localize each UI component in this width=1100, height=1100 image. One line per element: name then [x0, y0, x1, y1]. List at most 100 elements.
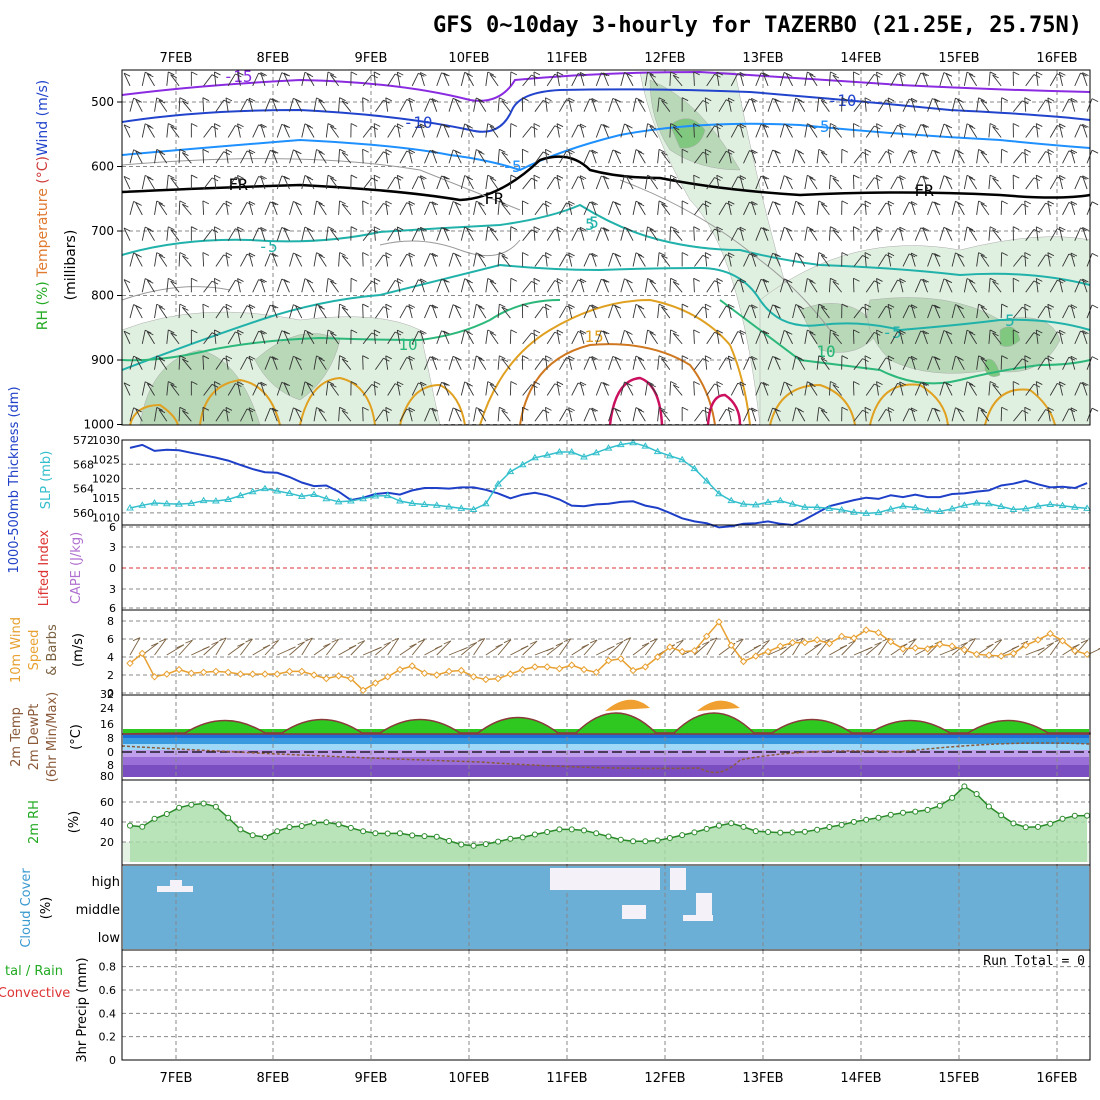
wind-barb-flag [693, 174, 700, 179]
wind-barb-flag [681, 148, 689, 153]
wind-barb-flag [1036, 71, 1043, 76]
wind-barb [252, 176, 260, 190]
wind-barb [318, 202, 327, 216]
wind-barb [1082, 278, 1088, 293]
rh2m-marker [1022, 824, 1029, 831]
rh2m-marker [875, 814, 882, 821]
temp2m-tick-label: 32 [100, 688, 114, 701]
wind-barb-flag [1059, 278, 1066, 283]
wind-barb [988, 278, 991, 293]
wind-barb [123, 330, 131, 345]
wind-barb-flag [899, 226, 906, 231]
wind-barb [559, 202, 567, 216]
wind-barb-flag [123, 124, 131, 129]
wind-barb [473, 304, 477, 319]
wind-barb-flag [476, 407, 483, 411]
wind-barb [248, 201, 254, 215]
wind-barb-flag [327, 71, 335, 76]
wind-barb-flag [420, 175, 427, 180]
wind-barb-flag [739, 123, 747, 128]
wind-barb [436, 124, 442, 138]
wind-barb [146, 280, 155, 293]
wind-barb [240, 408, 248, 422]
wind-barb-flag [658, 355, 666, 360]
wind-barb [591, 304, 597, 319]
wind10-marker [126, 659, 134, 668]
wind-barb [661, 100, 671, 112]
rh-shading [254, 333, 341, 401]
wind-barb [657, 200, 660, 215]
slp-marker [359, 494, 368, 502]
wind-barb [579, 123, 585, 138]
slp-marker [764, 498, 772, 505]
wind-barb [649, 280, 658, 293]
wind-barb [579, 175, 585, 190]
wind-barb [225, 304, 229, 319]
wind-barb-flag [362, 97, 369, 102]
rh2m-marker [924, 806, 931, 813]
wind-barb-flag [341, 203, 349, 208]
wind-barb [704, 304, 708, 319]
wind-barb-flag [248, 252, 256, 257]
wind-barb-flag [225, 149, 233, 153]
wind-barb-flag [830, 381, 837, 385]
wind10-barbs-label: & Barbs [45, 624, 60, 676]
wind-barb [853, 358, 863, 370]
wind-barb-flag [260, 72, 267, 76]
wind-barb [443, 382, 450, 396]
wind-barb [739, 123, 744, 138]
wind-barb [411, 124, 419, 138]
wind-barb-flag [408, 304, 416, 308]
slp-line [129, 441, 1088, 515]
wind-barb-flag [762, 330, 770, 335]
wind-barb [626, 382, 634, 396]
wind-barb [1037, 202, 1046, 216]
wind-barb-flag [191, 123, 198, 127]
wind-barb-flag [431, 98, 439, 102]
date-label-bottom: 13FEB [742, 1071, 783, 1086]
cape-label: CAPE (J/kg) [69, 532, 84, 604]
wind-barb [767, 304, 774, 319]
wind-barb [460, 72, 466, 86]
wind-barb-flag [635, 407, 643, 411]
wind-barb-flag [661, 203, 668, 208]
wind-barb-flag [179, 148, 187, 153]
wind-barb-flag [966, 71, 974, 76]
slp-marker [800, 503, 809, 510]
wind10-barb-flag [1037, 647, 1045, 652]
wind-barb [225, 97, 229, 112]
wind-barb [832, 74, 843, 87]
wind-barb [694, 100, 704, 112]
wind10-marker [298, 667, 306, 676]
wind-barb [301, 278, 306, 293]
wind-barb [252, 330, 260, 345]
wind-barb-flag [237, 71, 244, 76]
wind10-barb-flag [641, 642, 650, 647]
wind10-barb-flag [237, 642, 245, 647]
wind10-barb [706, 637, 718, 656]
slp-marker [138, 501, 147, 508]
wind-barb [248, 304, 254, 319]
wind-barb-flag [191, 329, 198, 334]
wind10-barb [730, 638, 744, 656]
wind-barb [968, 73, 978, 87]
wind-barb [1013, 255, 1023, 267]
contour-label: 10 [398, 335, 417, 354]
wind-barb-flag [797, 408, 805, 413]
wind-barb [968, 176, 978, 190]
wind-barb-flag [1082, 175, 1089, 180]
rh2m-marker [826, 824, 833, 830]
wind-barb [295, 253, 303, 267]
wind-barb [271, 201, 278, 216]
wind-barb-flag [876, 381, 883, 386]
slp-marker [813, 503, 822, 510]
wind-barb [792, 407, 797, 422]
isotherm-contour [519, 343, 716, 426]
wind10-barb [878, 637, 890, 656]
wind-barb-flag [762, 227, 770, 232]
slp-marker [935, 507, 944, 514]
wind-barb [213, 71, 217, 86]
rh2m-marker [900, 809, 907, 816]
wind-barb [489, 332, 499, 345]
rh2m-tick-label: 20 [100, 836, 114, 849]
